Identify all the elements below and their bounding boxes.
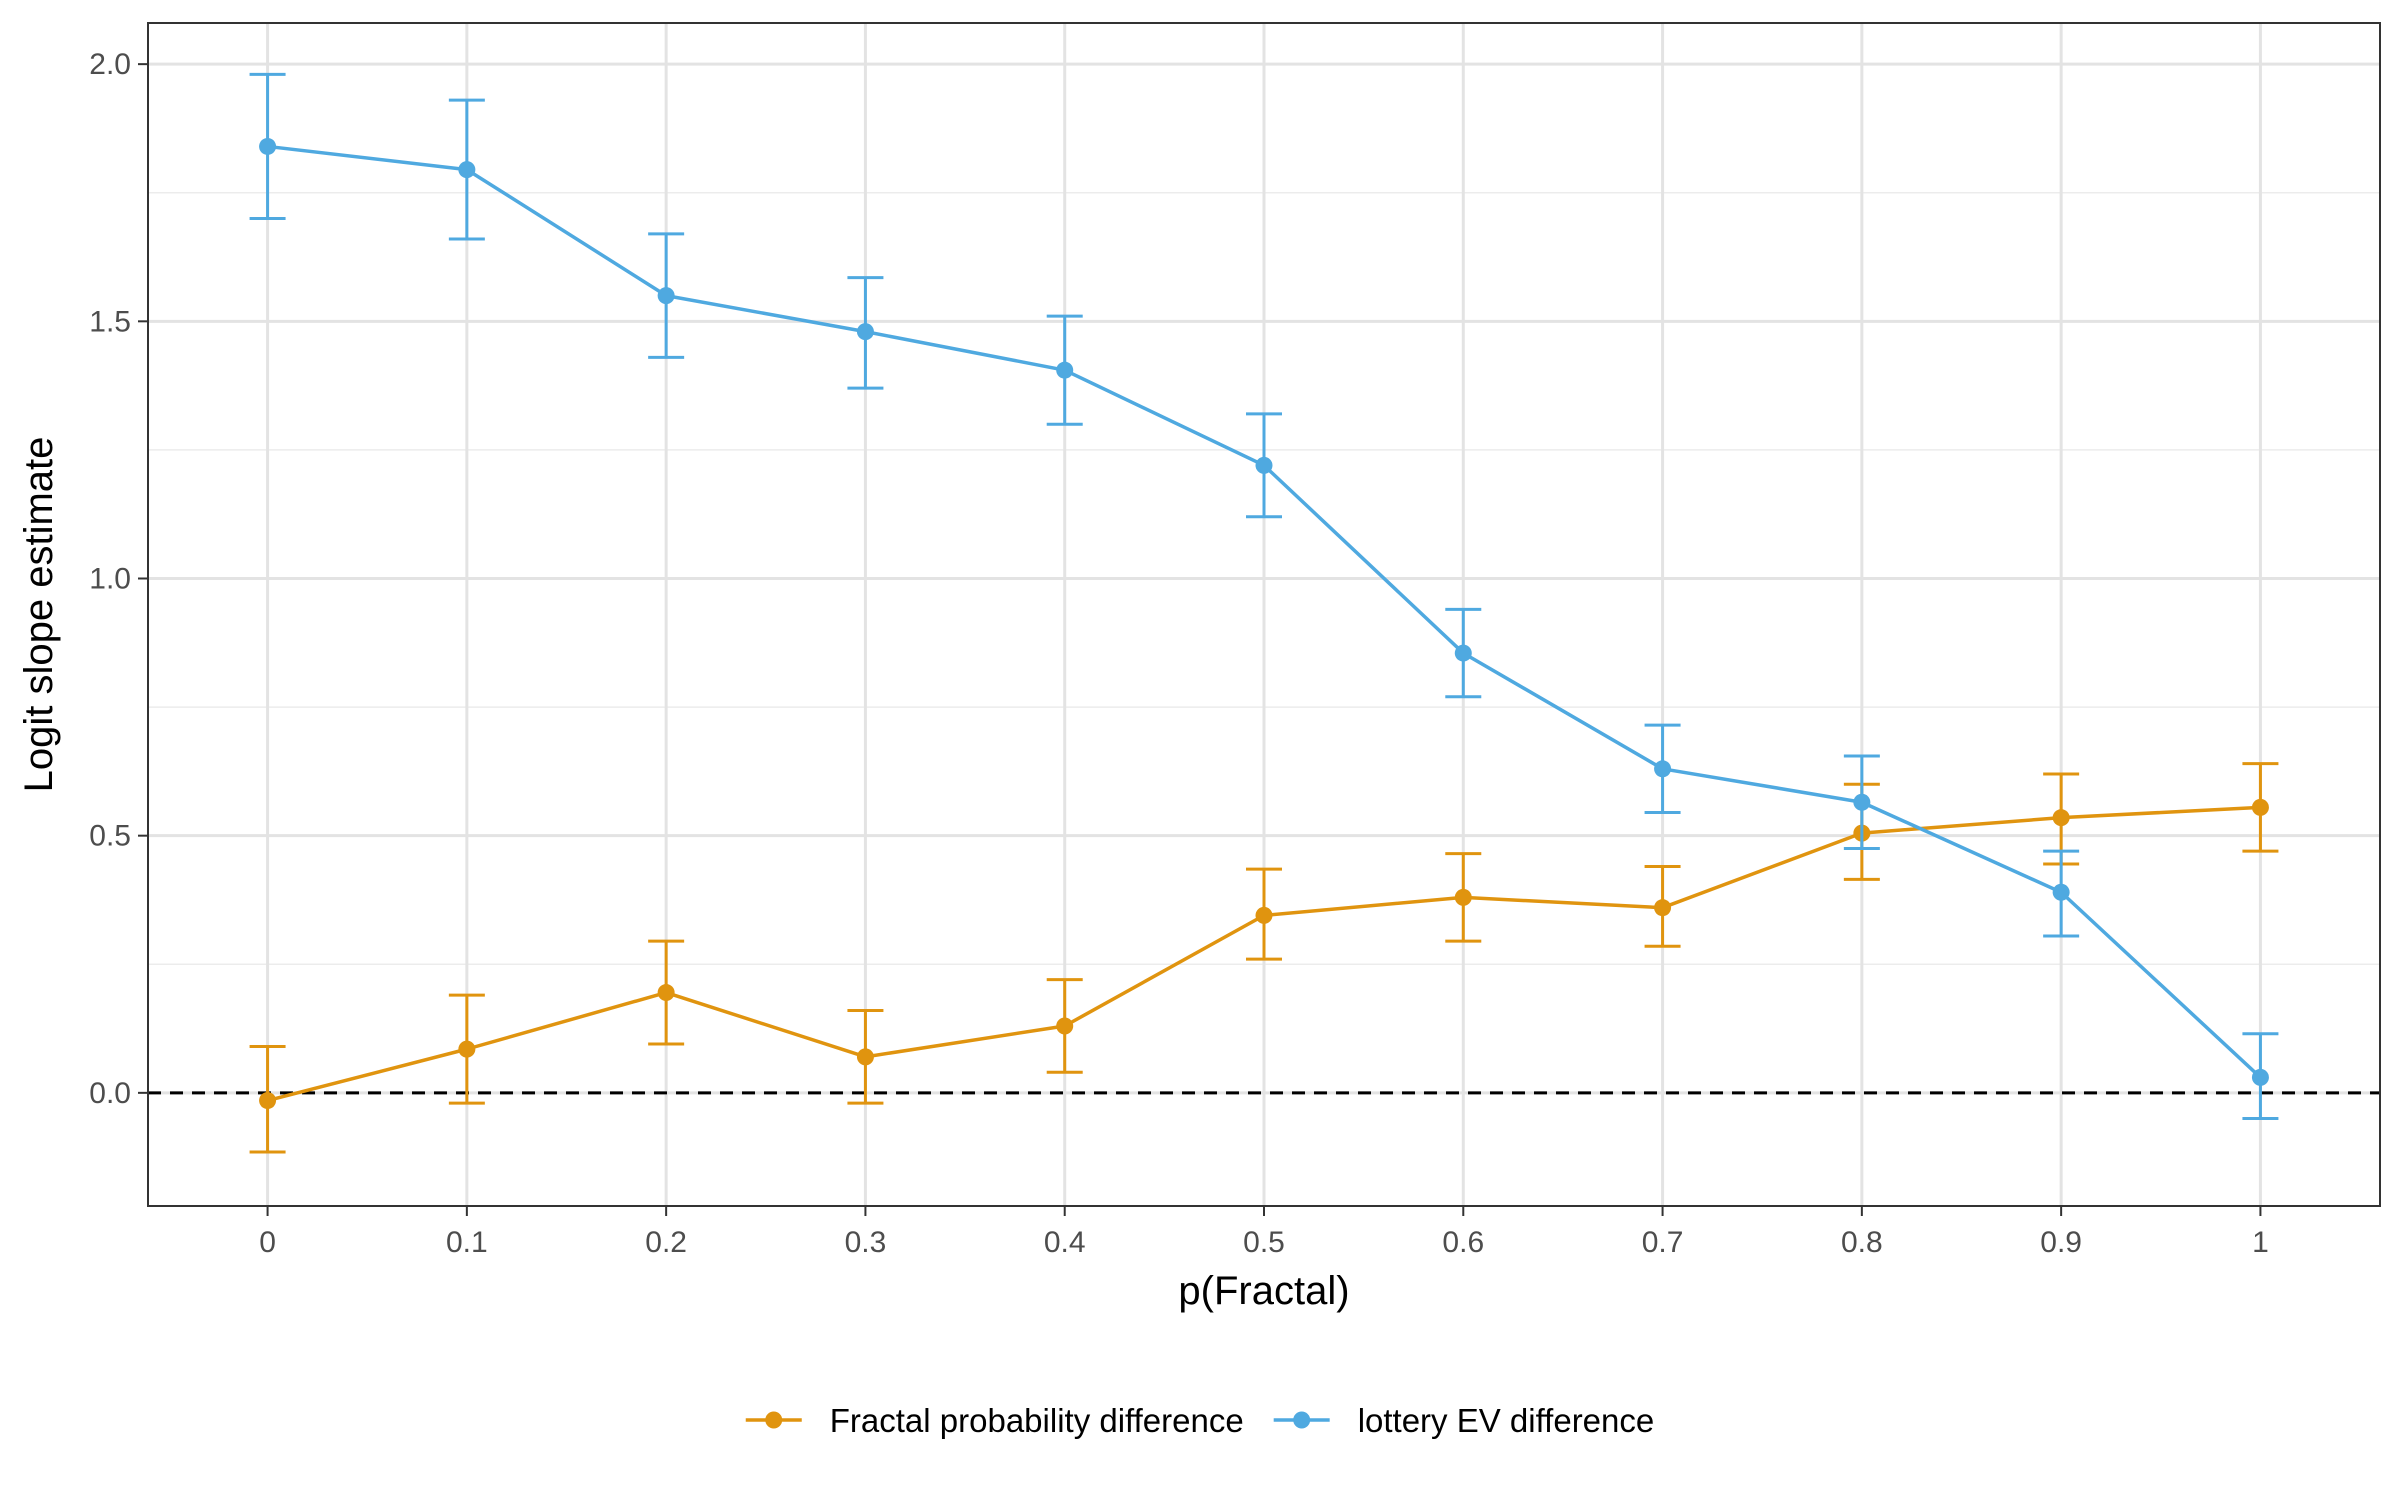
data-point <box>1255 906 1273 924</box>
data-point <box>1056 361 1074 379</box>
y-tick-label: 0.5 <box>89 820 131 853</box>
data-point <box>657 984 675 1002</box>
x-tick-label: 0.8 <box>1841 1226 1883 1259</box>
data-point <box>657 287 675 305</box>
data-point <box>1056 1017 1074 1035</box>
y-axis-title: Logit slope estimate <box>17 437 61 793</box>
x-tick-label: 0.1 <box>446 1226 488 1259</box>
x-tick-label: 0.9 <box>2040 1226 2082 1259</box>
data-point <box>856 1048 874 1066</box>
x-tick-label: 0.4 <box>1044 1226 1086 1259</box>
data-point <box>1255 456 1273 474</box>
y-tick-label: 1.5 <box>89 305 131 338</box>
legend-label: lottery EV difference <box>1358 1402 1655 1439</box>
data-point <box>1853 793 1871 811</box>
x-tick-label: 0.5 <box>1243 1226 1285 1259</box>
x-tick-label: 0.2 <box>645 1226 687 1259</box>
x-tick-label: 0.6 <box>1442 1226 1484 1259</box>
series-2 <box>249 72 2279 1121</box>
data-point <box>458 161 476 179</box>
legend: Fractal probability difference lottery EV… <box>745 1402 1655 1439</box>
data-point <box>1454 888 1472 906</box>
data-point <box>1454 644 1472 662</box>
data-point <box>458 1040 476 1058</box>
legend-item-1: Fractal probability difference <box>745 1402 1244 1439</box>
data-point <box>856 323 874 341</box>
data-point <box>1654 760 1672 778</box>
legend-label: Fractal probability difference <box>830 1402 1244 1439</box>
series-layer <box>249 72 2279 1154</box>
y-tick-label: 1.0 <box>89 562 131 595</box>
legend-item-2: lottery EV difference <box>1273 1402 1655 1439</box>
x-tick-label: 1 <box>2252 1226 2269 1259</box>
y-tick-label: 2.0 <box>89 48 131 81</box>
axis-ticks: 0.0 0.5 1.0 1.5 2.0 0 0.1 0.2 0.3 0.4 0.5 0.6 0.7 0.8… <box>89 48 2268 1259</box>
legend-key-point <box>765 1411 783 1429</box>
legend-key-point <box>1293 1411 1311 1429</box>
x-tick-label: 0 <box>259 1226 276 1259</box>
data-point <box>2052 883 2070 901</box>
data-point <box>2052 809 2070 827</box>
data-point <box>1654 899 1672 917</box>
x-tick-label: 0.3 <box>845 1226 887 1259</box>
x-axis-title: p(Fractal) <box>1178 1269 1349 1313</box>
data-point <box>2251 1068 2269 1086</box>
data-point <box>259 137 277 155</box>
data-point <box>2251 798 2269 816</box>
x-tick-label: 0.7 <box>1642 1226 1684 1259</box>
data-point <box>259 1092 277 1110</box>
series-1 <box>249 762 2279 1154</box>
y-tick-label: 0.0 <box>89 1077 131 1110</box>
